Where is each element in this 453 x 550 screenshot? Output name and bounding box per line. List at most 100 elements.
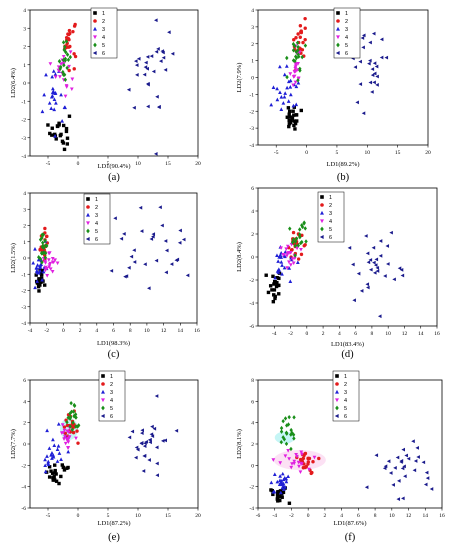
- data-point-group-6: [144, 440, 148, 444]
- data-point-group-3: [44, 72, 48, 77]
- data-point-group-6: [368, 58, 372, 63]
- data-point-group-3: [40, 277, 44, 282]
- data-point-group-3: [269, 102, 274, 107]
- x-tick-label: 0: [77, 513, 80, 519]
- data-point-group-1: [275, 493, 280, 497]
- legend: 1 2 3 4 5 6: [98, 370, 126, 422]
- data-point-group-3: [36, 257, 41, 262]
- legend-marker-1: [320, 195, 324, 199]
- data-point-group-6: [379, 37, 384, 42]
- data-point-group-5: [43, 238, 47, 243]
- x-tick-label: 16: [194, 328, 200, 334]
- data-point-group-6: [140, 431, 144, 436]
- data-point-group-3: [45, 454, 49, 458]
- data-point-group-4: [65, 439, 70, 443]
- legend-label-3: 3: [110, 390, 113, 396]
- y-tick-label: -4: [249, 143, 254, 149]
- data-point-group-6: [140, 428, 144, 433]
- data-point-group-6: [364, 485, 369, 490]
- data-point-group-6: [154, 258, 159, 263]
- data-point-group-3: [286, 474, 291, 479]
- data-point-group-1: [276, 499, 280, 503]
- data-point-group-5: [289, 446, 293, 452]
- y-tick-label: 0: [23, 256, 26, 262]
- data-point-group-3: [291, 103, 296, 108]
- x-tick-label: 0: [62, 328, 65, 334]
- data-point-group-2: [72, 52, 76, 56]
- data-point-group-5: [292, 415, 296, 420]
- data-point-group-1: [288, 120, 293, 125]
- data-point-group-6: [145, 54, 150, 59]
- data-point-group-6: [167, 30, 171, 35]
- data-point-group-1: [273, 281, 278, 285]
- legend-marker-6: [100, 414, 105, 418]
- data-point-group-6: [145, 66, 149, 71]
- data-point-group-1: [289, 118, 293, 123]
- data-point-group-5: [288, 226, 292, 231]
- x-tick-label: 10: [385, 331, 391, 337]
- data-point-group-1: [64, 126, 69, 131]
- data-point-group-2: [63, 431, 68, 435]
- data-point-group-1: [57, 123, 61, 127]
- data-point-group-5: [72, 402, 76, 408]
- data-point-group-3: [279, 95, 284, 99]
- data-point-group-2: [68, 44, 72, 49]
- data-point-group-6: [366, 285, 370, 290]
- y-tick-label: 4: [251, 209, 254, 215]
- data-point-group-6: [358, 59, 362, 64]
- data-point-group-4: [65, 429, 70, 434]
- data-point-group-1: [277, 292, 281, 296]
- data-point-group-3: [284, 64, 289, 68]
- data-point-group-4: [287, 457, 292, 461]
- data-point-group-1: [53, 463, 57, 467]
- y-tick-label: 3: [23, 207, 26, 213]
- data-point-group-3: [45, 428, 49, 433]
- data-point-group-4: [285, 251, 290, 256]
- data-point-group-6: [365, 251, 370, 256]
- legend: 1 2 3 4 5 6: [90, 7, 118, 59]
- data-point-group-3: [60, 119, 65, 123]
- data-point-group-4: [43, 265, 48, 270]
- data-point-group-5: [279, 439, 283, 445]
- data-point-group-1: [277, 489, 282, 494]
- x-tick-label: 6: [112, 328, 115, 334]
- y-tick-label: 8: [251, 378, 254, 384]
- data-point-group-5: [66, 57, 71, 63]
- data-point-group-1: [275, 276, 279, 280]
- data-point-group-5: [291, 58, 296, 63]
- data-point-group-2: [311, 460, 315, 464]
- data-point-group-1: [66, 465, 70, 470]
- data-point-group-5: [65, 52, 70, 57]
- legend-label-6: 6: [345, 51, 348, 57]
- x-tick-label: 2: [322, 331, 325, 337]
- data-point-group-1: [272, 288, 277, 292]
- data-point-group-5: [296, 243, 300, 248]
- data-point-group-3: [286, 79, 291, 84]
- data-point-group-6: [365, 282, 370, 287]
- data-point-group-3: [279, 107, 284, 111]
- y-tick-label: 6: [251, 186, 254, 192]
- data-point-group-1: [270, 288, 274, 292]
- data-point-group-6: [364, 234, 368, 238]
- data-point-group-1: [50, 471, 55, 475]
- data-point-group-4: [53, 75, 58, 79]
- x-tick-label: 5: [107, 161, 110, 167]
- legend-label-1: 1: [345, 11, 348, 17]
- data-point-group-5: [298, 68, 302, 73]
- data-point-group-3: [56, 444, 61, 448]
- x-tick-label: -5: [274, 150, 279, 156]
- data-point-group-5: [41, 243, 45, 248]
- legend: 1 2 3 4 5 6: [332, 370, 360, 422]
- data-point-group-5: [45, 243, 49, 249]
- data-point-group-5: [300, 54, 304, 60]
- data-point-group-1: [280, 495, 284, 499]
- legend-marker-3: [93, 26, 97, 31]
- data-point-group-3: [35, 279, 39, 283]
- data-point-group-4: [61, 431, 66, 435]
- legend-marker-6: [85, 237, 90, 241]
- data-point-group-3: [271, 85, 276, 89]
- data-point-group-2: [44, 234, 49, 239]
- data-point-group-1: [278, 498, 282, 503]
- x-tick-label: 15: [165, 161, 171, 167]
- data-point-group-6: [132, 248, 136, 253]
